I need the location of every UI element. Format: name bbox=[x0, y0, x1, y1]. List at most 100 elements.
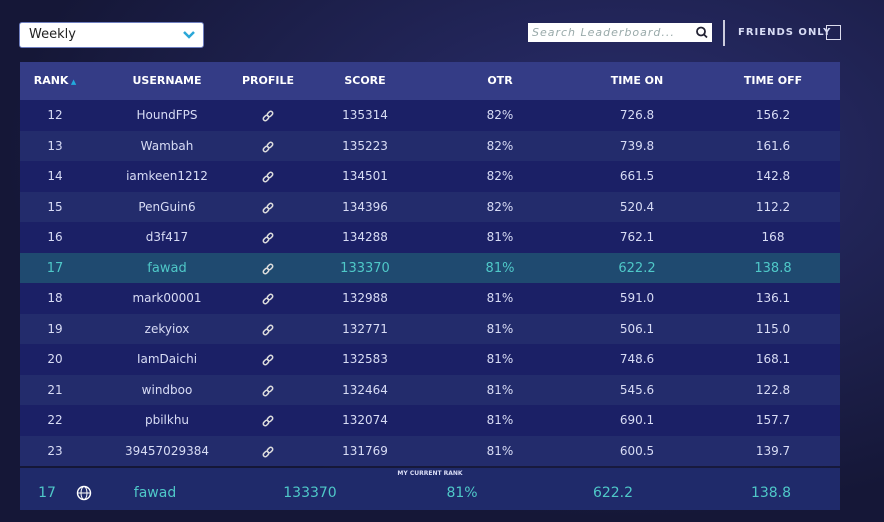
cell: 23 bbox=[47, 443, 63, 458]
cell: 690.1 bbox=[619, 413, 655, 427]
friends-only-checkbox[interactable] bbox=[826, 25, 841, 40]
table-row[interactable]: 15 PenGuin6 134396 82% 520.4 112.2 bbox=[20, 191, 840, 222]
column-header: OTR bbox=[487, 74, 513, 87]
cell: 133370 bbox=[340, 260, 390, 276]
cell: 132583 bbox=[342, 352, 388, 366]
profile-link[interactable] bbox=[261, 139, 275, 158]
search-icon bbox=[696, 26, 708, 39]
table-row[interactable]: 17 fawad 133370 81% 622.2 138.8 bbox=[20, 252, 840, 283]
current-cell: fawad bbox=[133, 485, 177, 501]
cell: windboo bbox=[141, 382, 193, 397]
cell: pbilkhu bbox=[144, 413, 190, 427]
profile-link[interactable] bbox=[261, 261, 275, 280]
cell: 22 bbox=[47, 413, 63, 427]
cell: 739.8 bbox=[619, 138, 655, 153]
cell: 82% bbox=[486, 169, 514, 183]
cell: 115.0 bbox=[755, 321, 791, 336]
cell: 81% bbox=[486, 352, 514, 366]
cell: 81% bbox=[486, 382, 514, 397]
table-row[interactable]: 21 windboo 132464 81% 545.6 122.8 bbox=[20, 374, 840, 405]
cell: 135223 bbox=[342, 138, 388, 153]
cell: 21 bbox=[47, 382, 63, 397]
profile-link[interactable] bbox=[261, 169, 275, 188]
current-cell: 138.8 bbox=[750, 485, 792, 501]
cell: 156.2 bbox=[755, 108, 791, 122]
sort-arrow: ▲ bbox=[68, 78, 77, 86]
table-row[interactable]: 12 HoundFPS 135314 82% 726.8 156.2 bbox=[20, 100, 840, 131]
cell: 132988 bbox=[342, 291, 388, 305]
cell: 20 bbox=[47, 352, 63, 366]
profile-link-icon bbox=[262, 232, 274, 244]
column-header: RANK ▲ bbox=[33, 74, 77, 87]
cell: 81% bbox=[486, 413, 514, 427]
leaderboard-table: RANK ▲ USERNAME PROFILE SCORE OTR TIME ON TIME… bbox=[20, 62, 840, 466]
cell: zekyiox bbox=[144, 321, 190, 336]
cell: 142.8 bbox=[755, 169, 791, 183]
table-row[interactable]: 22 pbilkhu 132074 81% 690.1 157.7 bbox=[20, 405, 840, 436]
cell: 82% bbox=[486, 108, 514, 122]
cell: 138.8 bbox=[754, 260, 792, 276]
cell: 19 bbox=[47, 321, 63, 336]
cell: 16 bbox=[47, 230, 63, 244]
profile-link[interactable] bbox=[261, 383, 275, 402]
cell: 520.4 bbox=[619, 199, 655, 214]
search-button[interactable] bbox=[692, 23, 712, 42]
cell: 82% bbox=[486, 199, 514, 214]
cell: 726.8 bbox=[619, 108, 655, 122]
profile-link[interactable] bbox=[261, 200, 275, 219]
cell: 506.1 bbox=[619, 321, 655, 336]
column-header: TIME ON bbox=[610, 74, 664, 87]
cell: 39457029384 bbox=[125, 443, 209, 458]
cell: 81% bbox=[486, 443, 514, 458]
profile-link[interactable] bbox=[261, 413, 275, 432]
cell: mark00001 bbox=[132, 291, 202, 305]
search-placeholder: Search Leaderboard... bbox=[532, 26, 675, 39]
current-cell: 133370 bbox=[283, 485, 337, 501]
header-row: RANK ▲ USERNAME PROFILE SCORE OTR TIME ON TIME… bbox=[20, 62, 840, 100]
current-cell: 81% bbox=[446, 485, 478, 501]
profile-link-icon bbox=[262, 324, 274, 335]
divider bbox=[723, 20, 725, 46]
profile-link[interactable] bbox=[261, 230, 275, 249]
table-row[interactable]: 18 mark00001 132988 81% 591.0 136.1 bbox=[20, 283, 840, 314]
current-rank-bar: MY CURRENT RANK 17 fawad 133370 81% 622.2 138… bbox=[20, 468, 840, 510]
search-input[interactable]: Search Leaderboard... bbox=[528, 23, 692, 42]
cell: 748.6 bbox=[619, 352, 655, 366]
table-row[interactable]: 14 iamkeen1212 134501 82% 661.5 142.8 bbox=[20, 161, 840, 192]
profile-link[interactable] bbox=[261, 352, 275, 371]
cell: 132074 bbox=[342, 413, 388, 427]
table-row[interactable]: 23 39457029384 131769 81% 600.5 139.7 bbox=[20, 435, 840, 466]
cell: PenGuin6 bbox=[138, 199, 196, 214]
profile-link[interactable] bbox=[261, 108, 275, 127]
table-row[interactable]: 16 d3f417 134288 81% 762.1 168 bbox=[20, 222, 840, 253]
globe-icon bbox=[76, 485, 92, 501]
column-header: PROFILE bbox=[241, 74, 295, 87]
table-row[interactable]: 20 IamDaichi 132583 81% 748.6 168.1 bbox=[20, 344, 840, 375]
cell: 134396 bbox=[342, 199, 388, 214]
profile-link[interactable] bbox=[261, 444, 275, 463]
profile-link-icon bbox=[262, 263, 274, 274]
table-row[interactable]: 13 Wambah 135223 82% 739.8 161.6 bbox=[20, 130, 840, 161]
cell: 81% bbox=[486, 291, 514, 305]
profile-link-icon bbox=[262, 354, 274, 366]
profile-link-icon bbox=[262, 293, 274, 305]
cell: 132464 bbox=[342, 382, 388, 397]
cell: 18 bbox=[47, 291, 63, 305]
cell: 622.2 bbox=[618, 260, 656, 276]
cell: 15 bbox=[47, 199, 63, 214]
cell: 135314 bbox=[342, 108, 388, 122]
period-dropdown[interactable]: Weekly bbox=[19, 22, 204, 48]
table-row[interactable]: 19 zekyiox 132771 81% 506.1 115.0 bbox=[20, 313, 840, 344]
profile-link[interactable] bbox=[261, 291, 275, 310]
cell: d3f417 bbox=[145, 230, 189, 244]
cell: 139.7 bbox=[755, 443, 791, 458]
cell: fawad bbox=[147, 260, 187, 276]
profile-link[interactable] bbox=[261, 322, 275, 341]
cell: 134501 bbox=[342, 169, 388, 183]
cell: 545.6 bbox=[619, 382, 655, 397]
cell: 17 bbox=[46, 260, 64, 276]
current-cell: 17 bbox=[38, 485, 56, 501]
cell: Wambah bbox=[140, 138, 194, 153]
cell: 168 bbox=[761, 230, 785, 244]
current-cell: 622.2 bbox=[592, 485, 634, 501]
